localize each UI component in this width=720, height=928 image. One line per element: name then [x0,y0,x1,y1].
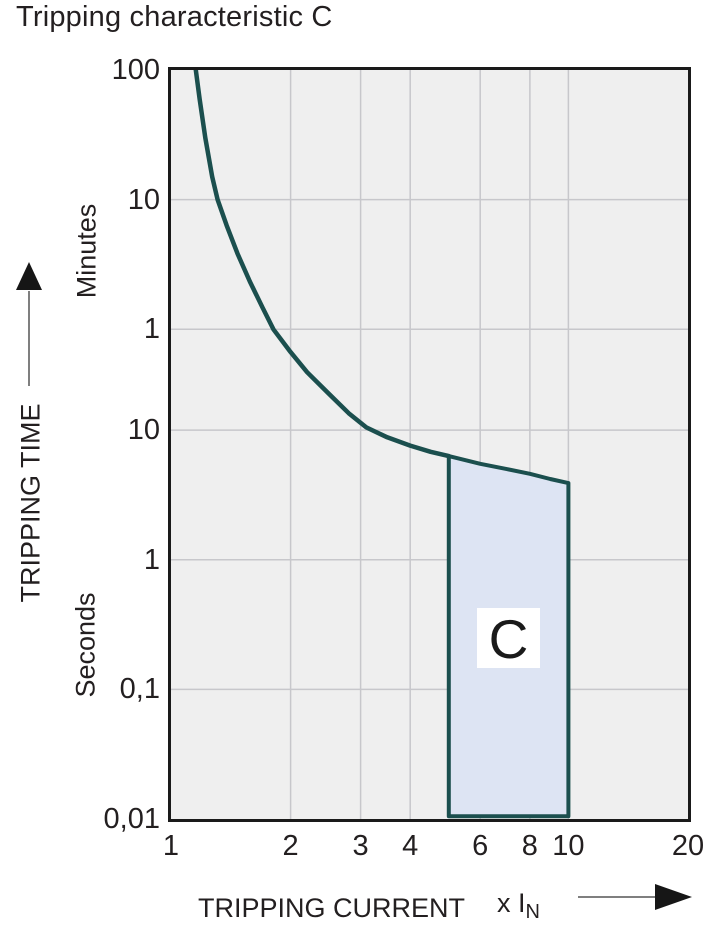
x-axis-arrow-line [578,896,657,898]
trip-band-label: C [477,607,541,670]
y-unit-minutes-label: Minutes [71,203,102,299]
y-tick-label: 10 [127,414,160,447]
x-tick-label: 10 [552,830,585,862]
y-tick-label: 10 [127,183,160,216]
x-axis-unit: x IN [497,888,540,924]
y-tick-label: 1 [143,543,160,576]
x-tick-label: 20 [671,830,705,862]
x-tick-label: 3 [352,830,369,862]
y-tick-label: 1 [143,313,160,346]
x-axis-arrow-icon [655,884,692,910]
y-tick-label: 0,01 [103,803,160,835]
x-axis-unit-subscript: N [525,901,540,923]
y-tick-label: 0,1 [119,673,160,706]
y-tick-label: 100 [111,54,160,86]
x-tick-label: 4 [402,830,419,862]
y-axis-arrow-line [28,291,30,386]
x-axis-title: TRIPPING CURRENT [198,893,466,923]
x-tick-label: 2 [282,830,299,862]
y-axis-arrow-icon [16,262,42,290]
chart-title: Tripping characteristic C [16,1,333,33]
chart-svg [171,70,688,819]
x-tick-label: 1 [162,830,180,862]
plot-area: C [168,67,691,822]
x-axis-unit-prefix: x I [497,888,526,918]
x-tick-label: 8 [521,830,538,862]
x-tick-label: 6 [472,830,489,862]
